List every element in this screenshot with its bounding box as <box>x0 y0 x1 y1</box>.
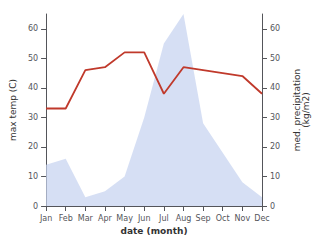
svg-text:30: 30 <box>28 113 38 122</box>
svg-text:10: 10 <box>28 172 38 181</box>
svg-text:Feb: Feb <box>59 214 73 223</box>
svg-text:Mar: Mar <box>78 214 94 223</box>
svg-text:50: 50 <box>28 54 38 63</box>
svg-text:Sep: Sep <box>196 214 211 223</box>
svg-text:max temp (C): max temp (C) <box>8 79 18 141</box>
svg-text:40: 40 <box>270 83 280 92</box>
svg-text:10: 10 <box>270 172 280 181</box>
svg-text:Jan: Jan <box>39 214 52 223</box>
svg-text:0: 0 <box>270 202 275 211</box>
svg-text:Apr: Apr <box>98 214 113 223</box>
svg-text:20: 20 <box>28 142 38 151</box>
svg-text:60: 60 <box>270 24 280 33</box>
svg-text:Jun: Jun <box>137 214 151 223</box>
svg-text:Oct: Oct <box>216 214 230 223</box>
svg-text:(kg/m2): (kg/m2) <box>301 92 311 127</box>
svg-text:date (month): date (month) <box>121 226 188 236</box>
svg-text:20: 20 <box>270 142 280 151</box>
svg-text:Jul: Jul <box>158 214 169 223</box>
svg-text:Dec: Dec <box>254 214 269 223</box>
svg-text:May: May <box>116 214 133 223</box>
svg-text:50: 50 <box>270 54 280 63</box>
svg-text:40: 40 <box>28 83 38 92</box>
svg-text:Aug: Aug <box>176 214 192 223</box>
svg-text:60: 60 <box>28 24 38 33</box>
svg-text:30: 30 <box>270 113 280 122</box>
svg-text:0: 0 <box>33 202 38 211</box>
svg-text:med. precipitation: med. precipitation <box>291 68 302 152</box>
svg-text:Nov: Nov <box>235 214 251 223</box>
